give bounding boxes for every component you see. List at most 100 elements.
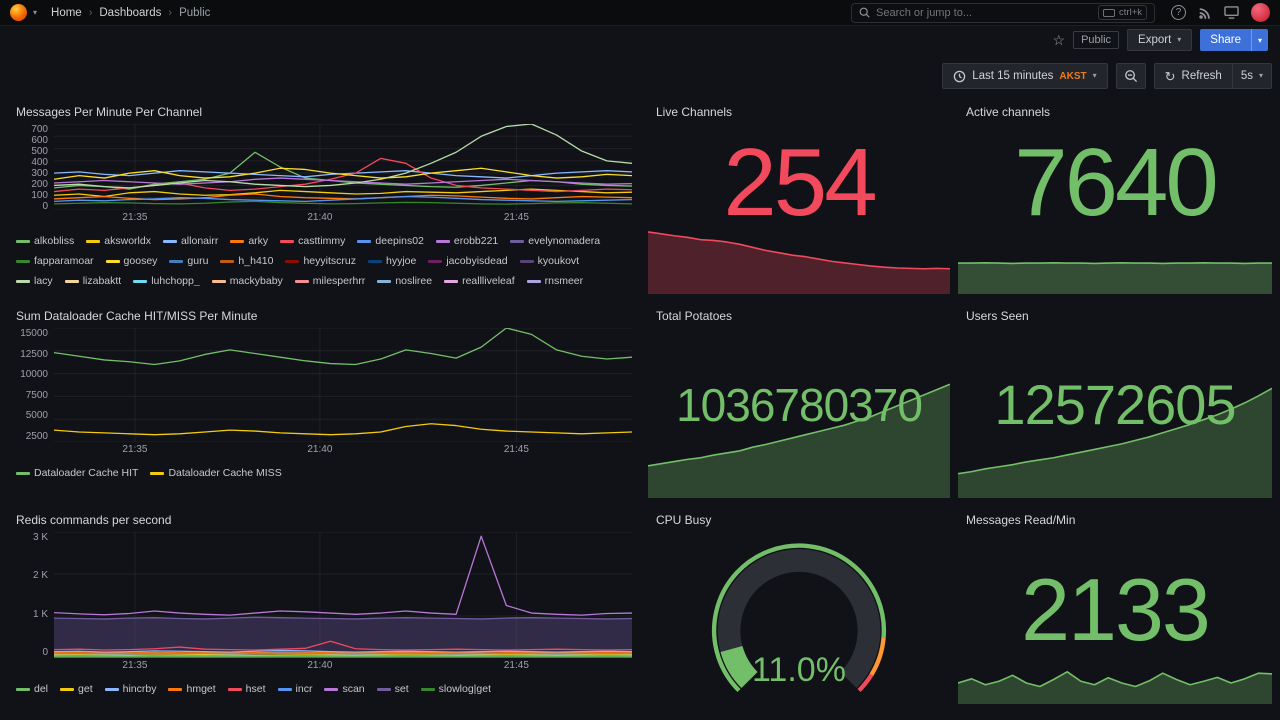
legend-item[interactable]: Dataloader Cache MISS	[150, 465, 282, 482]
legend-label: scan	[342, 683, 365, 695]
panel-title[interactable]: Active channels	[966, 105, 1051, 119]
legend-label: hincrby	[122, 683, 157, 695]
monitor-icon[interactable]	[1224, 6, 1239, 19]
legend-item[interactable]: kyoukovt	[519, 253, 579, 270]
panel-redis-commands: Redis commands per second 3 K 2 K 1 K 0 21:…	[8, 506, 640, 704]
legend-label: h_h410	[238, 255, 274, 267]
legend-item[interactable]: h_h410	[220, 253, 273, 270]
x-axis: 21:35 21:40 21:45	[54, 212, 632, 224]
refresh-split-button: ↻ Refresh 5s ▾	[1153, 63, 1272, 89]
legend-item[interactable]: get	[60, 681, 93, 698]
panel-title[interactable]: Sum Dataloader Cache HIT/MISS Per Minute	[16, 309, 258, 323]
chevron-down-icon: ▾	[1092, 71, 1097, 80]
panel-title[interactable]: Total Potatoes	[656, 309, 733, 323]
legend-color-mark	[227, 688, 242, 691]
time-range-picker[interactable]: Last 15 minutes AKST ▾	[942, 63, 1108, 89]
legend-item[interactable]: Dataloader Cache HIT	[16, 465, 138, 482]
breadcrumb-public[interactable]: Public	[179, 6, 211, 19]
legend-item[interactable]: alkobliss	[16, 233, 74, 250]
legend-item[interactable]: milesperhrr	[294, 273, 365, 286]
legend-item[interactable]: aksworldx	[86, 233, 151, 250]
legend-item[interactable]: evelynomadera	[510, 233, 600, 250]
legend-item[interactable]: del	[16, 681, 48, 698]
chevron-down-icon: ▾	[1258, 71, 1263, 80]
panel-title[interactable]: Redis commands per second	[16, 513, 172, 527]
stat-value: 254	[723, 129, 877, 236]
legend-item[interactable]: hincrby	[104, 681, 157, 698]
breadcrumb-home[interactable]: Home	[51, 6, 82, 19]
panel-active-channels: Active channels 7640	[958, 98, 1272, 294]
legend-label: Dataloader Cache HIT	[34, 467, 139, 479]
panel-title[interactable]: Users Seen	[966, 309, 1029, 323]
timeseries-chart[interactable]	[54, 124, 632, 210]
legend-item[interactable]: scan	[324, 681, 365, 698]
legend-item[interactable]: deepins02	[357, 233, 424, 250]
legend-item[interactable]: allonairr	[162, 233, 219, 250]
y-tick-label: 2 K	[32, 570, 48, 582]
export-button[interactable]: Export ▾	[1127, 29, 1193, 51]
timezone-label: AKST	[1059, 70, 1087, 82]
legend-item[interactable]: hyyjoe	[367, 253, 417, 270]
panel-title[interactable]: Messages Per Minute Per Channel	[16, 105, 203, 119]
legend-item[interactable]: guru	[169, 253, 208, 270]
avatar[interactable]	[1251, 3, 1270, 22]
refresh-button[interactable]: ↻ Refresh	[1153, 63, 1232, 89]
search-input[interactable]	[876, 6, 1093, 19]
stat-value: 7640	[1014, 129, 1219, 236]
legend-item[interactable]: casttimmy	[280, 233, 345, 250]
legend-item[interactable]: heyyitscruz	[285, 253, 356, 270]
legend-label: fapparamoar	[34, 255, 94, 267]
breadcrumb-separator: ›	[88, 6, 93, 19]
legend-item[interactable]: lizabaktt	[64, 273, 121, 286]
legend-item[interactable]: mackybaby	[211, 273, 283, 286]
x-tick-label: 21:45	[503, 212, 529, 223]
x-tick-label: 21:35	[122, 444, 148, 455]
legend-color-mark	[162, 240, 177, 243]
legend-item[interactable]: luhchopp_	[133, 273, 200, 286]
legend-item[interactable]: erobb221	[435, 233, 498, 250]
search-box[interactable]: ctrl+k	[851, 2, 1155, 23]
legend-item[interactable]: fapparamoar	[16, 253, 94, 270]
public-tag[interactable]: Public	[1073, 31, 1120, 49]
legend-color-mark	[420, 688, 435, 691]
legend-label: allonairr	[180, 235, 219, 247]
refresh-interval-dropdown[interactable]: 5s ▾	[1231, 63, 1272, 89]
legend-item[interactable]: slowlog|get	[420, 681, 491, 698]
x-tick-label: 21:40	[307, 660, 333, 671]
legend-item[interactable]: jacobyisdead	[428, 253, 508, 270]
y-axis: 3 K 2 K 1 K 0	[16, 532, 54, 672]
legend-item[interactable]: hmget	[168, 681, 216, 698]
share-button[interactable]: Share	[1200, 29, 1251, 51]
help-icon[interactable]: ?	[1171, 5, 1186, 20]
panel-cpu-busy: CPU Busy 11.0%	[648, 506, 950, 704]
chevron-down-icon[interactable]: ▾	[33, 7, 38, 17]
legend-item[interactable]: arky	[230, 233, 268, 250]
legend-item[interactable]: lacy	[16, 273, 53, 286]
breadcrumb-dashboards[interactable]: Dashboards	[99, 6, 162, 19]
legend-item[interactable]: hset	[227, 681, 266, 698]
legend-color-mark	[104, 688, 119, 691]
shortcut-label: ctrl+k	[1119, 7, 1142, 18]
zoom-out-button[interactable]	[1115, 63, 1146, 89]
panel-title[interactable]: Messages Read/Min	[966, 513, 1076, 527]
share-dropdown-button[interactable]: ▾	[1250, 29, 1268, 51]
legend-item[interactable]: goosey	[105, 253, 157, 270]
legend-item[interactable]: nosliree	[377, 273, 432, 286]
legend-color-mark	[16, 240, 30, 243]
rss-icon[interactable]	[1198, 6, 1212, 20]
timeseries-chart[interactable]	[54, 328, 632, 442]
panel-title[interactable]: Live Channels	[656, 105, 733, 119]
legend-color-mark	[367, 260, 382, 263]
legend-label: incr	[295, 683, 313, 695]
legend-item[interactable]: incr	[277, 681, 313, 698]
legend-label: hset	[245, 683, 266, 695]
legend-item[interactable]: reallliveleaf	[444, 273, 515, 286]
legend-item[interactable]: set	[376, 681, 409, 698]
grafana-logo[interactable]	[10, 4, 27, 21]
timeseries-chart[interactable]	[54, 532, 632, 658]
panel-title[interactable]: CPU Busy	[656, 513, 712, 527]
legend-label: hyyjoe	[385, 255, 417, 267]
sparkline	[648, 228, 950, 294]
legend-item[interactable]: rnsmeer	[526, 273, 583, 286]
star-icon[interactable]: ☆	[1052, 31, 1066, 48]
